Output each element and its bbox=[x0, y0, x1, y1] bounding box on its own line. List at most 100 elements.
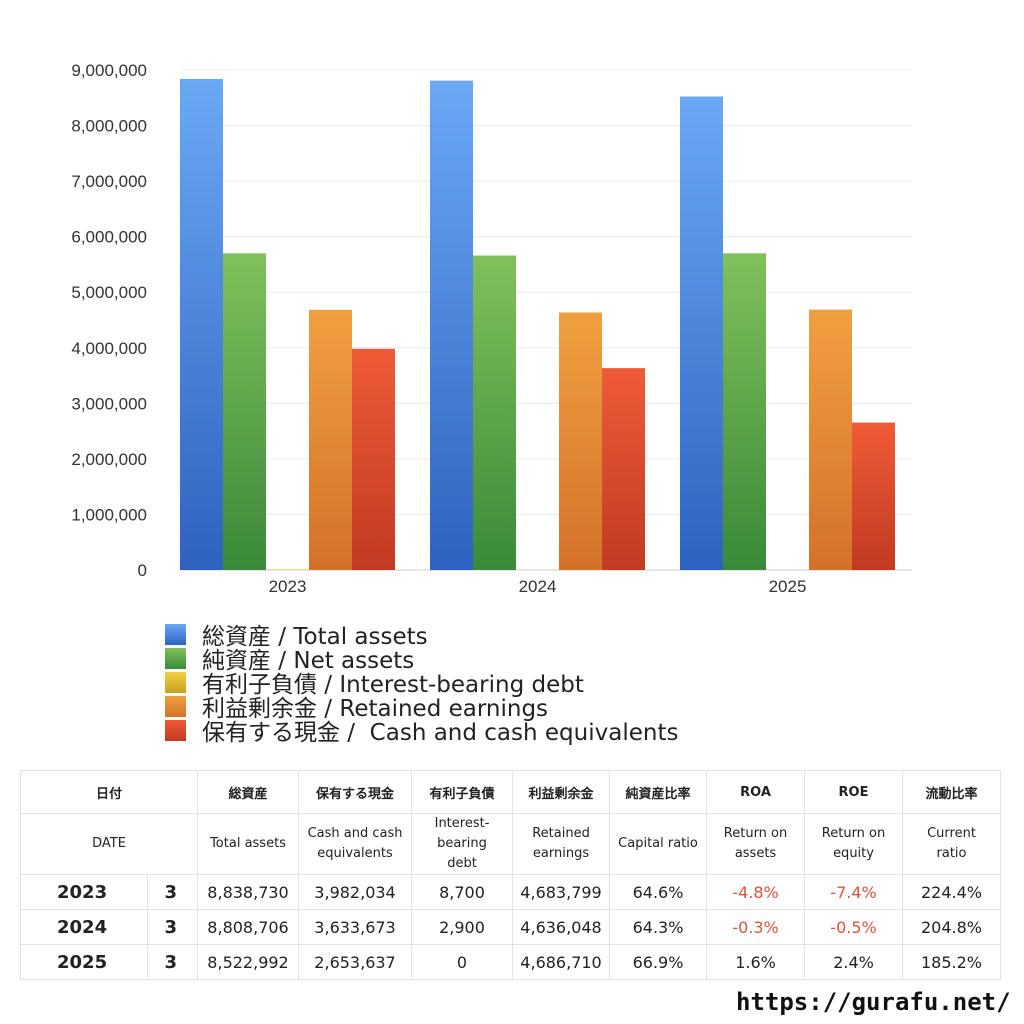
cell-year: 2025 bbox=[20, 944, 148, 980]
table-header-en: DATE Total assets Cash and cash equivalen… bbox=[19, 813, 1002, 875]
header-cash-jp: 保有する現金 bbox=[298, 770, 413, 814]
bar-cash-2024 bbox=[602, 368, 645, 570]
cell-roa: 1.6% bbox=[706, 944, 806, 980]
header-current-ratio-en: Current ratio bbox=[902, 813, 1002, 875]
bar-net-assets-2023 bbox=[223, 253, 266, 571]
cell-capital-ratio: 66.9% bbox=[609, 944, 708, 980]
cell-cash: 2,653,637 bbox=[298, 944, 413, 980]
bar-net-assets-2024 bbox=[473, 255, 516, 571]
header-roa-en: Return on assets bbox=[706, 813, 806, 875]
cell-roa: -4.8% bbox=[706, 874, 806, 910]
cell-total-assets: 8,838,730 bbox=[197, 874, 300, 910]
bar-retained-earnings-2023 bbox=[309, 309, 352, 570]
cell-current-ratio: 185.2% bbox=[902, 944, 1002, 980]
cell-debt: 2,900 bbox=[411, 909, 514, 945]
table-row: 2025 3 8,522,992 2,653,637 0 4,686,710 6… bbox=[20, 944, 1002, 980]
legend-label-net-assets: 純資産 / Net assets bbox=[202, 648, 415, 674]
cell-year: 2023 bbox=[20, 874, 148, 910]
legend-label-cash: 保有する現金 / Cash and cash equivalents bbox=[202, 720, 679, 746]
table-row: 2023 3 8,838,730 3,982,034 8,700 4,683,7… bbox=[20, 874, 1002, 910]
legend-swatch-cash bbox=[165, 719, 186, 741]
cell-capital-ratio: 64.3% bbox=[609, 909, 708, 945]
legend-swatch-retained-earnings bbox=[165, 695, 186, 717]
header-current-ratio-jp: 流動比率 bbox=[902, 770, 1002, 814]
cell-roe: -7.4% bbox=[804, 874, 904, 910]
header-roa-jp: ROA bbox=[706, 770, 806, 814]
y-tick-label: 4,000,000 bbox=[71, 339, 147, 358]
x-axis-tick-labels: 2023 2024 2025 bbox=[269, 577, 807, 596]
legend-label-retained-earnings: 利益剰余金 / Retained earnings bbox=[202, 696, 549, 722]
header-roe-en: Return on equity bbox=[804, 813, 904, 875]
header-retained-en: Retained earnings bbox=[512, 813, 611, 875]
cell-roe: -0.5% bbox=[804, 909, 904, 945]
y-tick-label: 3,000,000 bbox=[71, 394, 147, 413]
bar-retained-earnings-2025 bbox=[809, 309, 852, 570]
y-axis-tick-labels: 0 1,000,000 2,000,000 3,000,000 4,000,000 5,0… bbox=[71, 61, 147, 580]
financial-table: 日付 総資産 保有する現金 有利子負債 利益剰余金 純資産比率 ROA ROE … bbox=[19, 770, 1002, 980]
grid-lines bbox=[180, 69, 912, 571]
x-tick-label: 2024 bbox=[519, 577, 557, 596]
bar-total-assets-2024 bbox=[430, 80, 473, 570]
cell-month: 3 bbox=[146, 874, 199, 910]
y-tick-label: 7,000,000 bbox=[71, 172, 147, 191]
header-debt-jp: 有利子負債 bbox=[411, 770, 514, 814]
bar-total-assets-2025 bbox=[680, 96, 723, 571]
x-tick-label: 2023 bbox=[269, 577, 307, 596]
cell-year: 2024 bbox=[20, 909, 148, 945]
y-tick-label: 1,000,000 bbox=[71, 505, 147, 524]
y-tick-label: 9,000,000 bbox=[71, 61, 147, 80]
cell-debt: 0 bbox=[411, 944, 514, 980]
legend-item-net-assets: 純資産 / Net assets bbox=[165, 646, 865, 674]
bar-cash-2023 bbox=[352, 348, 395, 570]
legend-item-cash: 保有する現金 / Cash and cash equivalents bbox=[165, 718, 865, 746]
cell-capital-ratio: 64.6% bbox=[609, 874, 708, 910]
legend-swatch-net-assets bbox=[165, 647, 186, 669]
cell-cash: 3,633,673 bbox=[298, 909, 413, 945]
bar-cash-2025 bbox=[852, 422, 895, 570]
cell-current-ratio: 224.4% bbox=[902, 874, 1002, 910]
cell-total-assets: 8,808,706 bbox=[197, 909, 300, 945]
bar-retained-earnings-2024 bbox=[559, 312, 602, 570]
legend-swatch-total-assets bbox=[165, 623, 186, 645]
header-debt-en: Interest-bearing debt bbox=[411, 813, 514, 875]
bars bbox=[180, 78, 895, 571]
cell-retained: 4,636,048 bbox=[512, 909, 611, 945]
chart-legend: 総資産 / Total assets 純資産 / Net assets 有利子負… bbox=[165, 622, 865, 746]
cell-total-assets: 8,522,992 bbox=[197, 944, 300, 980]
legend-item-interest-bearing-debt: 有利子負債 / Interest-bearing debt bbox=[165, 670, 865, 698]
y-tick-label: 5,000,000 bbox=[71, 283, 147, 302]
header-date-en: DATE bbox=[19, 813, 199, 875]
legend-item-total-assets: 総資産 / Total assets bbox=[165, 622, 865, 650]
header-capital-ratio-en: Capital ratio bbox=[609, 813, 708, 875]
header-total-assets-en: Total assets bbox=[197, 813, 300, 875]
y-tick-label: 2,000,000 bbox=[71, 450, 147, 469]
cell-roe: 2.4% bbox=[804, 944, 904, 980]
cell-month: 3 bbox=[146, 909, 199, 945]
cell-retained: 4,683,799 bbox=[512, 874, 611, 910]
header-roe-jp: ROE bbox=[804, 770, 904, 814]
cell-cash: 3,982,034 bbox=[298, 874, 413, 910]
legend-label-total-assets: 総資産 / Total assets bbox=[202, 624, 428, 650]
y-tick-label: 6,000,000 bbox=[71, 228, 147, 247]
header-total-assets-jp: 総資産 bbox=[197, 770, 300, 814]
header-capital-ratio-jp: 純資産比率 bbox=[609, 770, 708, 814]
cell-current-ratio: 204.8% bbox=[902, 909, 1002, 945]
site-url[interactable]: https://gurafu.net/ bbox=[736, 988, 1011, 1016]
cell-debt: 8,700 bbox=[411, 874, 514, 910]
cell-month: 3 bbox=[146, 944, 199, 980]
header-date-jp: 日付 bbox=[19, 770, 199, 814]
y-tick-label: 0 bbox=[138, 561, 147, 580]
bar-total-assets-2023 bbox=[180, 78, 223, 570]
legend-swatch-interest-bearing-debt bbox=[165, 671, 186, 693]
header-cash-en: Cash and cash equivalents bbox=[298, 813, 413, 875]
bar-chart: 0 1,000,000 2,000,000 3,000,000 4,000,000 5,0… bbox=[71, 61, 912, 596]
cell-roa: -0.3% bbox=[706, 909, 806, 945]
y-tick-label: 8,000,000 bbox=[71, 117, 147, 136]
cell-retained: 4,686,710 bbox=[512, 944, 611, 980]
table-row: 2024 3 8,808,706 3,633,673 2,900 4,636,0… bbox=[20, 909, 1002, 945]
x-tick-label: 2025 bbox=[769, 577, 807, 596]
legend-item-retained-earnings: 利益剰余金 / Retained earnings bbox=[165, 694, 865, 722]
legend-label-interest-bearing-debt: 有利子負債 / Interest-bearing debt bbox=[202, 672, 584, 698]
bar-net-assets-2025 bbox=[723, 253, 766, 571]
header-retained-jp: 利益剰余金 bbox=[512, 770, 611, 814]
